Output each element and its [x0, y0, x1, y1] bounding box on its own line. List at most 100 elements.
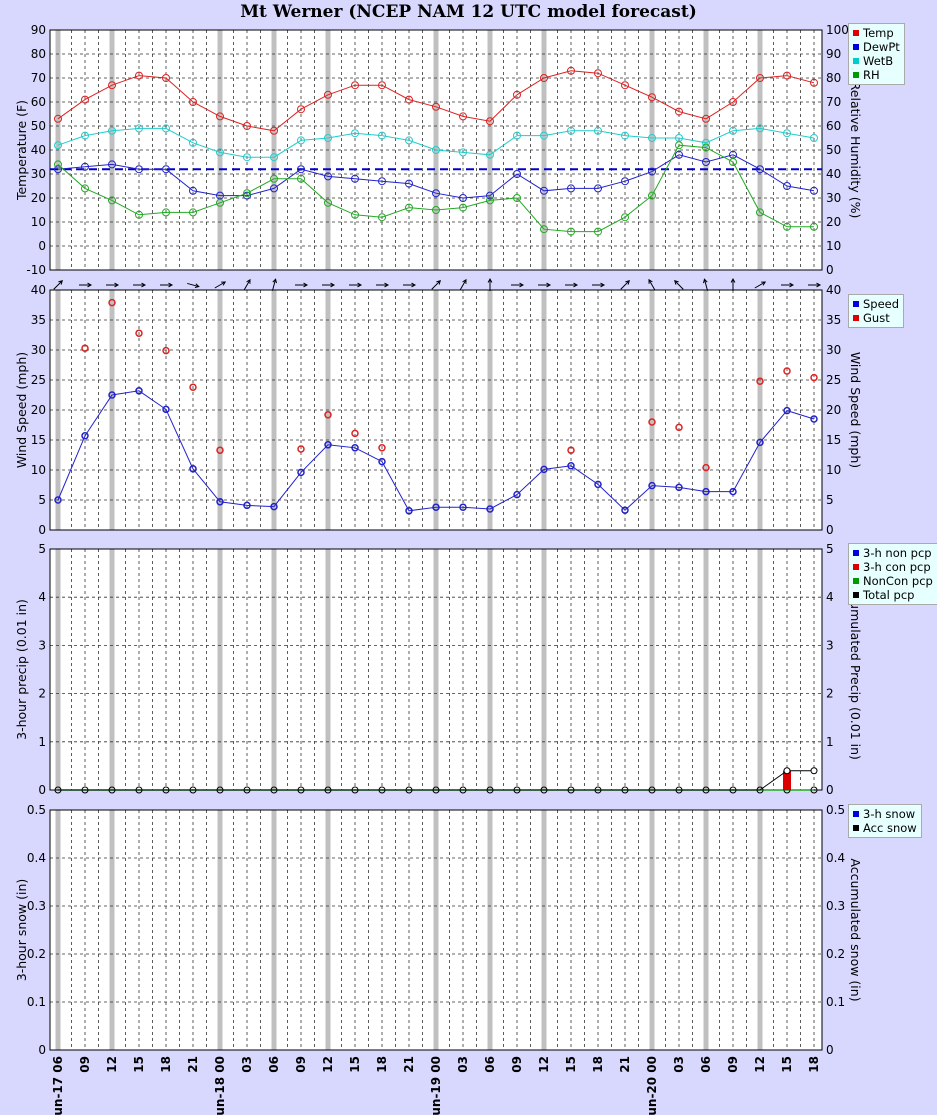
- y2-tick-label: 0.2: [826, 947, 845, 961]
- legend-label: 3-h con pcp: [863, 560, 931, 574]
- legend-swatch: [853, 563, 859, 570]
- point-temp: [54, 114, 62, 123]
- wind-direction-arrow: [565, 282, 579, 288]
- y2-tick-label: 90: [826, 47, 841, 61]
- wind-direction-arrow: [187, 282, 200, 288]
- legend-label: Acc snow: [863, 821, 917, 835]
- point-gust: [162, 346, 170, 355]
- wind-direction-arrow: [648, 278, 656, 291]
- wind-arrow-shaft: [703, 279, 709, 291]
- y-tick-label: 0: [38, 1043, 46, 1057]
- wind-direction-arrow: [730, 277, 736, 291]
- legend-item: Acc snow: [853, 821, 917, 835]
- point-dewpt: [621, 177, 629, 186]
- y-tick-label: 20: [31, 403, 46, 417]
- chart-title: Mt Werner (NCEP NAM 12 UTC model forecas…: [240, 2, 697, 22]
- point-wetb: [648, 134, 656, 142]
- y2-tick-label: 40: [826, 167, 841, 181]
- wind-arrow-head: [487, 277, 493, 283]
- series-line-rh: [57, 144, 814, 233]
- wind-arrow-head: [546, 282, 552, 288]
- wind-direction-arrow: [403, 282, 417, 288]
- y2-axis-title: Wind Speed (mph): [848, 352, 863, 468]
- wind-arrow-head: [357, 282, 363, 288]
- point-rh: [459, 203, 467, 212]
- legend-item: 3-h non pcp: [853, 546, 933, 560]
- wind-direction-arrow: [781, 282, 795, 288]
- point-speed: [270, 502, 278, 511]
- y2-tick-label: 50: [826, 143, 841, 157]
- point-wetb: [810, 134, 818, 142]
- point-rh: [540, 225, 548, 234]
- x-tick-label: 12: [321, 1056, 335, 1073]
- wind-arrow-shaft: [459, 279, 467, 291]
- x-tick-label: 09: [294, 1056, 308, 1073]
- x-tick-label: 18: [159, 1056, 173, 1073]
- point-temp: [351, 81, 359, 90]
- x-tick-label: 06: [267, 1056, 281, 1073]
- wind-arrow-head: [384, 282, 390, 288]
- wind-arrow-head: [58, 280, 63, 285]
- y2-tick-label: 70: [826, 95, 841, 109]
- wind-direction-arrow: [53, 280, 63, 290]
- point-gust: [324, 411, 332, 419]
- legend-label: RH: [863, 68, 880, 82]
- wind-arrow-head: [330, 282, 336, 288]
- y-tick-label: 35: [31, 313, 46, 327]
- wind-arrow-head: [114, 282, 120, 288]
- point-temp: [216, 112, 224, 121]
- y-tick-label: 4: [38, 590, 46, 604]
- legend-label: DewPt: [863, 40, 900, 54]
- legend-label: 3-h snow: [863, 807, 916, 821]
- point-temp: [297, 105, 305, 114]
- legend-label: Speed: [863, 297, 900, 311]
- point-rh: [243, 189, 251, 198]
- wind-arrow-head: [789, 282, 795, 288]
- point-speed: [594, 480, 602, 489]
- point-wetb: [405, 136, 413, 145]
- point-wetb: [702, 138, 710, 147]
- point-temp: [135, 71, 143, 80]
- point-speed: [432, 503, 440, 511]
- legend-label: Temp: [863, 26, 894, 40]
- y2-tick-label: 10: [826, 239, 841, 253]
- y2-tick-label: 4: [826, 590, 834, 604]
- y-tick-label: 70: [31, 71, 46, 85]
- point-dewpt: [270, 184, 278, 193]
- point-rh: [756, 208, 764, 217]
- x-tick-label: 18: [375, 1056, 389, 1073]
- point-speed: [729, 487, 737, 496]
- point-dewpt: [108, 160, 116, 169]
- y2-tick-label: 0: [826, 263, 834, 277]
- wind-direction-arrow: [511, 282, 525, 288]
- y-axis-title: 3-hour snow (in): [14, 879, 29, 982]
- point-temp: [243, 122, 251, 130]
- point-rh: [216, 198, 224, 207]
- x-tick-label: Jun-19 00: [429, 1056, 443, 1115]
- point-dewpt: [756, 165, 764, 174]
- plot-frame: [49, 289, 823, 531]
- y-tick-label: 30: [31, 167, 46, 181]
- x-tick-label: Jun-17 06: [51, 1056, 65, 1115]
- y2-tick-label: 0.3: [826, 899, 845, 913]
- point-rh: [783, 222, 791, 231]
- wind-direction-arrow: [243, 278, 251, 291]
- y-axis-title: 3-hour precip (0.01 in): [14, 599, 29, 740]
- y2-axis-title: Accumulated snow (in): [848, 858, 863, 1001]
- panel-0: -10 0 0 10 10 20 20 30 30 40 40 50 50 60 60 70 70 80 80 90 9…: [14, 23, 863, 277]
- point-wetb: [243, 153, 251, 162]
- legend-precip-panel: 3-h non pcp 3-h con pcp NonCon pcp Total pc…: [848, 543, 937, 605]
- series-line-dewpt: [57, 154, 815, 199]
- series-line-wetb: [57, 127, 815, 158]
- point-gust: [675, 423, 683, 432]
- y-axis-title: Wind Speed (mph): [14, 352, 29, 468]
- point-rh: [324, 198, 332, 207]
- point-wetb: [189, 138, 197, 147]
- point-dewpt: [702, 158, 710, 166]
- wind-arrow-shaft: [271, 279, 277, 291]
- point-gust: [702, 463, 710, 472]
- point-speed: [459, 503, 467, 511]
- point-gust: [216, 446, 224, 454]
- wind-direction-arrow: [106, 282, 120, 288]
- point-speed: [378, 457, 386, 466]
